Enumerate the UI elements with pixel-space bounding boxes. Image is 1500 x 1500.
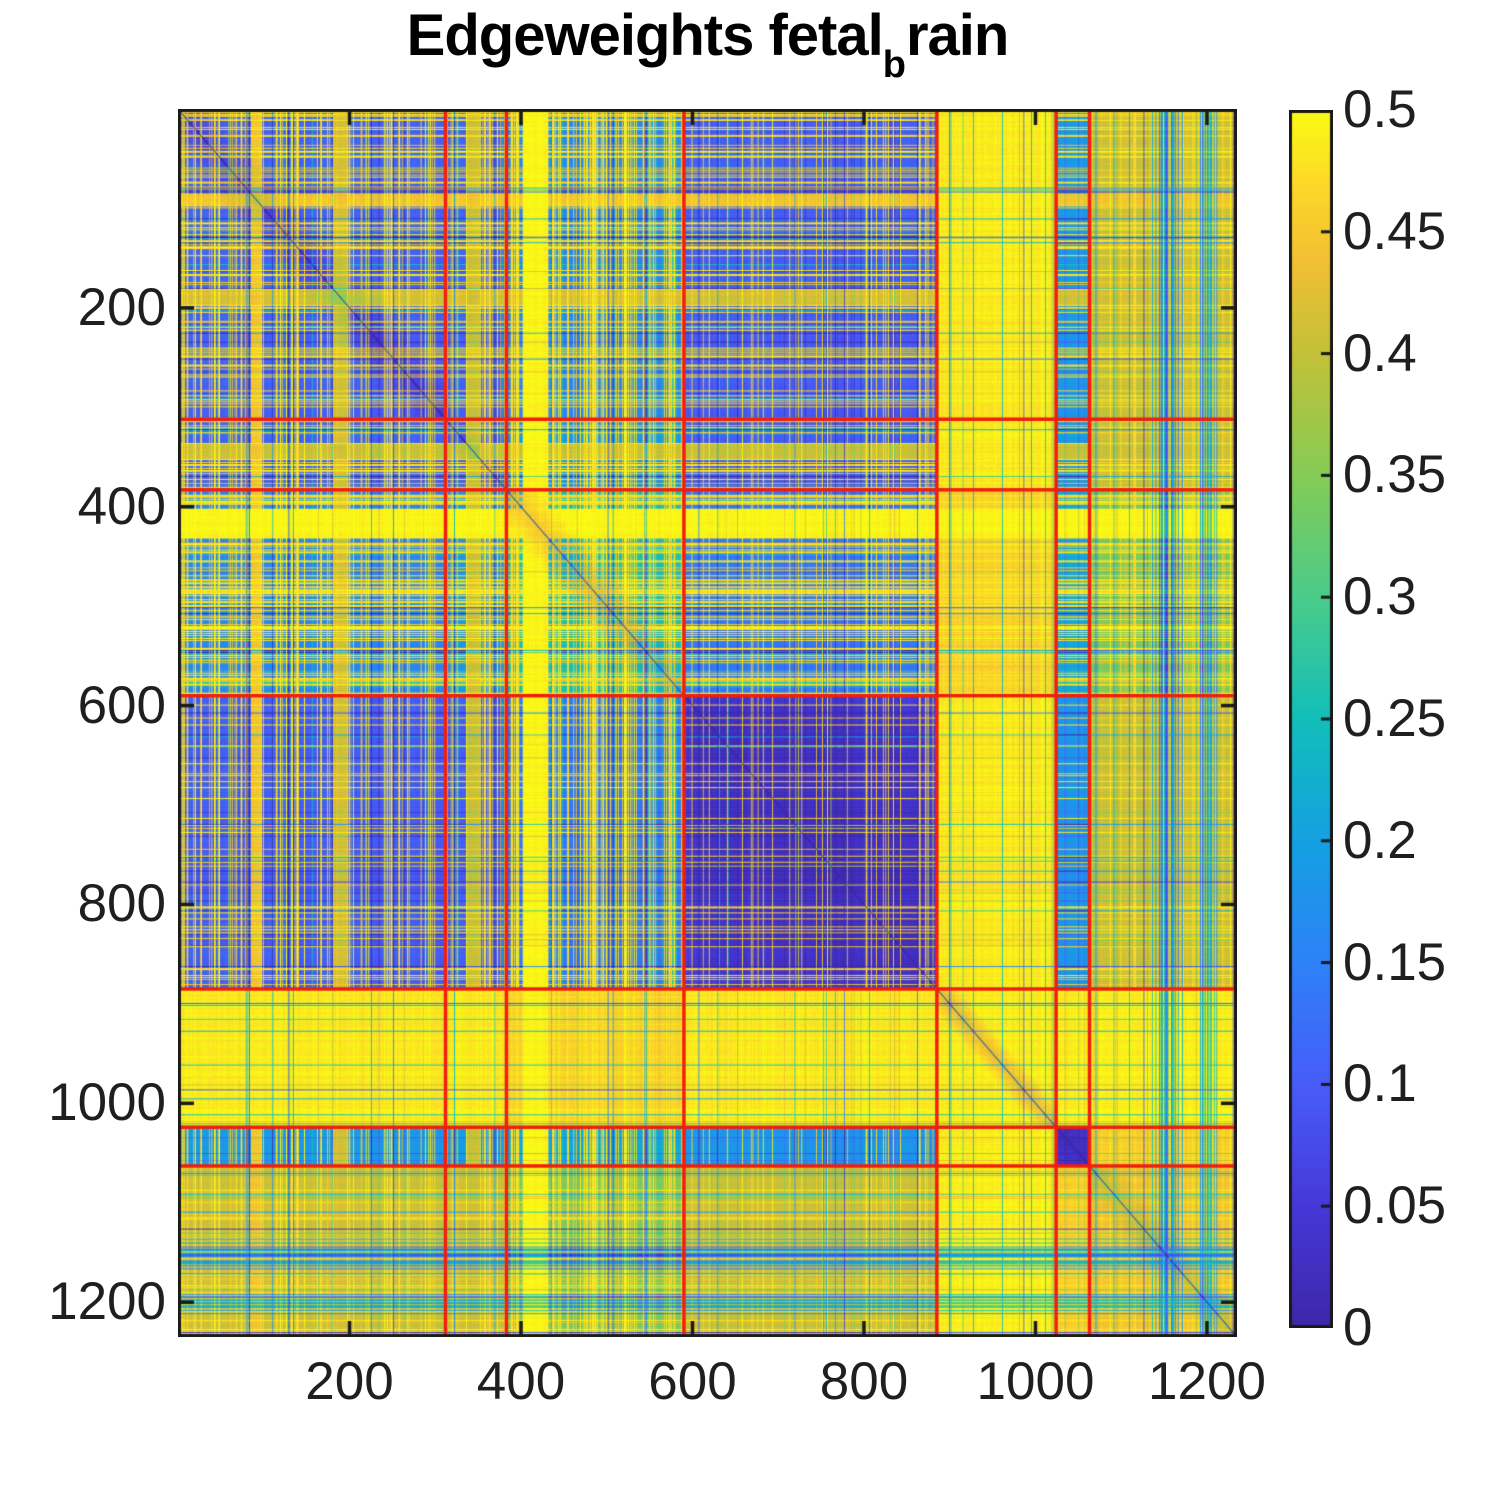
title-suffix: rain [905,3,1009,68]
x-tick-label: 1000 [976,1352,1095,1411]
y-tick-label: 800 [77,874,166,934]
y-tick-label: 1200 [48,1272,166,1332]
colorbar-tick-label: 0.15 [1343,932,1447,992]
colorbar-tick-label: 0.4 [1343,323,1417,383]
heatmap-canvas [178,109,1237,1337]
title-text: Edgeweights fetal [406,3,884,68]
colorbar-tick-label: 0 [1343,1298,1373,1357]
x-tick-label: 800 [819,1352,909,1411]
y-tick-label: 400 [77,476,166,536]
x-tick-label: 200 [305,1352,394,1411]
x-tick-label: 600 [648,1352,737,1411]
colorbar-tick-label: 0.5 [1343,80,1417,139]
page-title: Edgeweights fetalbrain [178,2,1237,86]
colorbar-tick-label: 0.35 [1343,445,1447,505]
x-tick-label: 1200 [1148,1352,1266,1411]
colorbar [1289,110,1333,1328]
y-tick-label: 200 [77,277,166,337]
colorbar-tick-label: 0.2 [1343,810,1417,870]
colorbar-tick-label: 0.3 [1343,567,1417,627]
y-tick-label: 600 [77,675,166,735]
colorbar-tick-label: 0.1 [1343,1054,1417,1114]
colorbar-tick-label: 0.05 [1343,1176,1447,1236]
y-tick-label: 1000 [48,1073,166,1133]
x-tick-label: 400 [476,1352,566,1411]
colorbar-tick-label: 0.45 [1343,201,1447,261]
colorbar-tick-label: 0.25 [1343,689,1447,748]
title-subscript: b [882,44,906,86]
